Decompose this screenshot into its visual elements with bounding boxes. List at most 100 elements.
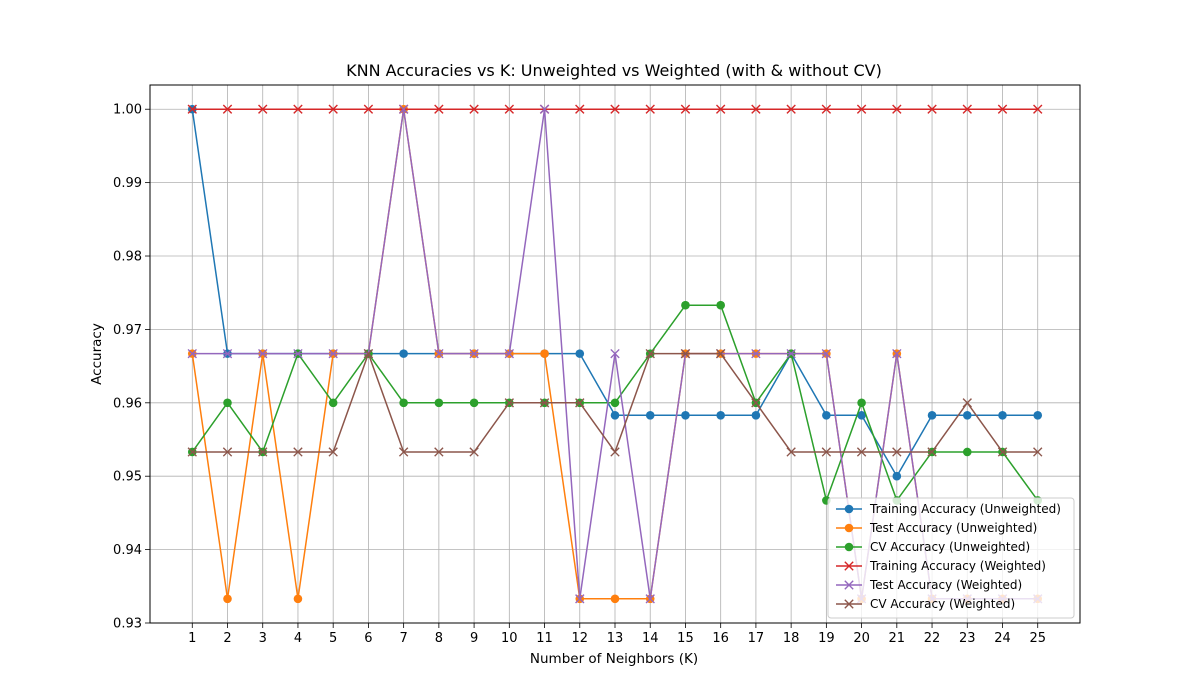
data-point xyxy=(610,594,620,604)
legend-item: Test Accuracy (Weighted) xyxy=(836,578,1022,592)
x-tick-label: 15 xyxy=(677,631,694,646)
y-tick-label: 0.93 xyxy=(113,617,142,632)
data-point xyxy=(892,447,902,457)
data-point xyxy=(821,104,832,114)
x-tick-label: 1 xyxy=(188,631,196,646)
x-tick-label: 6 xyxy=(364,631,372,646)
data-point xyxy=(751,410,761,420)
x-tick-label: 10 xyxy=(501,631,518,646)
data-point xyxy=(434,104,444,114)
data-point xyxy=(223,594,232,604)
data-point xyxy=(398,104,409,114)
data-point xyxy=(539,398,550,408)
legend-label: Test Accuracy (Unweighted) xyxy=(869,521,1037,535)
x-tick-label: 18 xyxy=(783,631,800,646)
data-point xyxy=(504,104,515,114)
x-tick-label: 8 xyxy=(435,631,443,646)
data-point xyxy=(1033,410,1043,420)
data-point xyxy=(680,104,691,114)
data-point xyxy=(962,410,972,420)
data-point xyxy=(751,348,761,359)
data-point xyxy=(293,104,303,114)
data-point xyxy=(786,348,796,359)
data-point xyxy=(469,104,479,114)
x-tick-label: 4 xyxy=(294,631,302,646)
data-point xyxy=(610,104,620,114)
x-tick-label: 19 xyxy=(818,631,835,646)
data-point xyxy=(575,349,585,358)
data-point xyxy=(857,410,866,420)
data-point xyxy=(892,104,902,114)
data-point xyxy=(222,348,233,359)
data-point xyxy=(822,410,831,420)
data-point xyxy=(786,104,796,114)
legend-item: Training Accuracy (Weighted) xyxy=(836,559,1046,573)
data-point xyxy=(892,471,902,481)
x-tick-label: 16 xyxy=(712,631,729,646)
legend-item: CV Accuracy (Weighted) xyxy=(836,597,1015,611)
data-point xyxy=(610,410,620,420)
data-point xyxy=(575,398,585,408)
y-tick-label: 1.00 xyxy=(113,103,142,118)
data-point xyxy=(997,447,1008,457)
data-point xyxy=(328,348,338,359)
data-point xyxy=(399,398,408,408)
data-point xyxy=(434,398,444,408)
data-point xyxy=(434,348,444,359)
data-point xyxy=(645,104,655,114)
x-tick-label: 5 xyxy=(329,631,337,646)
y-axis: 0.93 0.94 0.95 0.96 0.97 0.98 0.99 1.00 xyxy=(113,103,150,632)
legend: Training Accuracy (Unweighted) Test Accur… xyxy=(827,497,1075,619)
y-tick-label: 0.99 xyxy=(113,176,142,191)
data-point xyxy=(363,348,374,359)
legend-label: Test Accuracy (Weighted) xyxy=(869,578,1022,592)
data-point xyxy=(786,447,796,457)
data-point xyxy=(892,348,902,359)
data-point xyxy=(821,447,832,457)
data-point xyxy=(715,348,726,359)
data-point xyxy=(997,104,1008,114)
data-point xyxy=(1033,447,1043,457)
data-point xyxy=(293,594,303,604)
data-point xyxy=(469,348,479,359)
data-point xyxy=(681,410,690,420)
data-point xyxy=(328,447,338,457)
legend-label: Training Accuracy (Weighted) xyxy=(869,559,1046,573)
data-point xyxy=(962,447,972,457)
data-point xyxy=(856,447,867,457)
data-point xyxy=(610,348,620,359)
x-tick-label: 25 xyxy=(1029,631,1046,646)
y-axis-label: Accuracy xyxy=(89,323,105,385)
data-point xyxy=(469,398,479,408)
x-tick-label: 21 xyxy=(889,631,906,646)
data-point xyxy=(1033,104,1043,114)
y-tick-label: 0.97 xyxy=(113,323,142,338)
data-point xyxy=(575,104,585,114)
data-point xyxy=(258,104,268,114)
data-point xyxy=(293,447,303,457)
data-point xyxy=(927,410,937,420)
data-point xyxy=(610,447,620,457)
data-point xyxy=(434,447,444,457)
legend-box xyxy=(827,497,1075,619)
legend-item: Training Accuracy (Unweighted) xyxy=(836,502,1061,516)
data-point xyxy=(998,410,1007,420)
data-point xyxy=(187,104,197,114)
x-tick-label: 12 xyxy=(571,631,588,646)
data-point xyxy=(187,348,197,359)
x-axis-label: Number of Neighbors (K) xyxy=(530,651,698,667)
y-tick-label: 0.94 xyxy=(113,543,142,558)
data-point xyxy=(363,104,374,114)
series-6 xyxy=(187,348,1043,457)
data-point xyxy=(504,398,515,408)
data-point xyxy=(927,447,937,457)
x-tick-label: 20 xyxy=(853,631,870,646)
legend-marker xyxy=(844,542,854,552)
data-point xyxy=(258,447,268,457)
x-tick-label: 14 xyxy=(642,631,659,646)
data-point xyxy=(645,348,655,359)
x-tick-label: 23 xyxy=(959,631,976,646)
data-point xyxy=(187,447,197,457)
data-point xyxy=(680,348,691,359)
